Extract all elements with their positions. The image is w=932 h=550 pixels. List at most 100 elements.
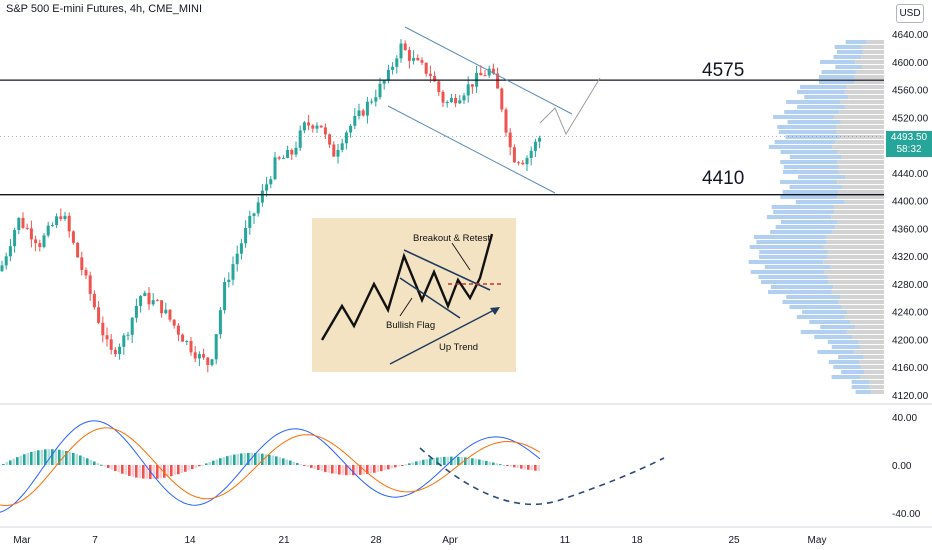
- candle-body: [172, 319, 176, 326]
- candle-body: [256, 202, 260, 214]
- macd-histogram-bar: [187, 465, 191, 471]
- macd-histogram-bar: [268, 454, 271, 465]
- macd-histogram-bar: [460, 457, 464, 465]
- macd-histogram-bar: [390, 465, 394, 469]
- volume-profile-bar: [831, 345, 861, 349]
- candle-body: [521, 162, 525, 165]
- price-tick-label: 4640.00: [892, 30, 929, 41]
- candle-body: [88, 275, 92, 294]
- macd-histogram-bar: [443, 456, 446, 465]
- volume-profile-bar: [756, 240, 827, 244]
- projection-path: [539, 77, 601, 136]
- macd-histogram-bar: [166, 465, 170, 478]
- candle-body: [34, 239, 38, 244]
- candle-body: [260, 190, 264, 203]
- volume-profile-bar: [778, 130, 837, 134]
- candle-body: [407, 50, 411, 61]
- flag-upper: [403, 249, 491, 291]
- volume-profile-bar: [838, 355, 864, 359]
- price-tick-label: 4560.00: [892, 86, 929, 97]
- volume-profile-bar: [782, 300, 839, 304]
- volume-profile-bar: [818, 80, 855, 84]
- macd-line: [0, 420, 541, 513]
- volume-profile-bar-value: [840, 295, 884, 299]
- macd-histogram-bar: [334, 465, 338, 475]
- macd-histogram-bar: [257, 453, 261, 465]
- macd-histogram-bar: [380, 465, 383, 472]
- volume-profile-bar-value: [838, 165, 884, 169]
- candle-body: [63, 215, 67, 219]
- macd-histogram-bar: [33, 450, 37, 465]
- macd-histogram-bar: [226, 456, 229, 465]
- volume-profile-bar-value: [832, 145, 884, 149]
- volume-profile-bar-value: [844, 105, 884, 109]
- volume-profile-bar: [787, 120, 841, 124]
- volume-profile-bar-value: [836, 130, 884, 134]
- volume-profile-bar: [786, 100, 840, 104]
- candle-body: [197, 354, 201, 359]
- volume-profile-bar: [831, 375, 861, 379]
- level-label-lower: 4410: [702, 168, 745, 189]
- macd-histogram-bar: [415, 461, 418, 465]
- macd-histogram-bar: [271, 455, 275, 465]
- volume-profile-bar-value: [858, 340, 884, 344]
- candle-body: [332, 144, 336, 157]
- macd-histogram-bar: [243, 453, 247, 465]
- volume-profile-bar: [758, 275, 828, 279]
- macd-histogram-bar: [418, 460, 422, 465]
- volume-profile-bar: [780, 150, 838, 154]
- macd-histogram-bar: [383, 465, 387, 471]
- macd-histogram-bar: [352, 465, 355, 476]
- volume-profile-bar: [802, 310, 848, 314]
- volume-profile-bar: [780, 160, 838, 164]
- candle-body: [353, 116, 357, 126]
- candle-body: [4, 256, 8, 266]
- macd-histogram-bar: [401, 465, 404, 466]
- volume-profile-bar-value: [846, 85, 884, 89]
- candle-body: [97, 307, 101, 323]
- volume-profile-bar: [783, 165, 839, 169]
- macd-tick-label: 40.00: [892, 413, 917, 424]
- volume-profile-bar-value: [855, 70, 884, 74]
- macd-histogram-bar: [75, 454, 79, 465]
- candle-body: [441, 91, 445, 103]
- volume-profile-bar-value: [866, 40, 884, 44]
- candle-body: [462, 95, 466, 101]
- candle-body: [529, 150, 533, 158]
- level-label-upper: 4575: [702, 60, 745, 81]
- macd-histogram-bar: [341, 465, 345, 475]
- macd-histogram-bar: [317, 465, 320, 471]
- macd-histogram-bar: [282, 458, 285, 465]
- candle-body: [470, 84, 474, 87]
- volume-profile-bar: [768, 290, 832, 294]
- macd-pane: 40.00 0.00 -40.00: [0, 403, 932, 520]
- volume-profile-bar-value: [841, 185, 884, 189]
- macd-histogram-bar: [492, 462, 495, 465]
- macd-histogram-bar: [387, 465, 390, 470]
- volume-profile-bar-value: [860, 375, 884, 379]
- macd-histogram-bar: [327, 465, 331, 473]
- macd-histogram-bar: [131, 465, 135, 477]
- volume-profile-bar-value: [837, 150, 884, 154]
- volume-profile-bar-value: [854, 350, 884, 354]
- chart-title: S&P 500 E-mini Futures, 4h, CME_MINI: [6, 3, 203, 15]
- macd-histogram-bar: [177, 465, 180, 475]
- time-tick-label: 28: [370, 535, 382, 546]
- volume-profile-bar: [833, 365, 862, 369]
- volume-profile-bar: [800, 85, 847, 89]
- candle-body: [378, 83, 382, 98]
- macd-histogram-bar: [264, 454, 268, 465]
- candle-body: [71, 231, 75, 243]
- macd-histogram-bar: [474, 458, 478, 465]
- candle-body: [323, 127, 327, 135]
- candle-body: [38, 243, 42, 247]
- candle-body: [176, 325, 180, 335]
- volume-profile-bar: [821, 70, 856, 74]
- candle-body: [365, 101, 369, 116]
- macd-histogram-bar: [411, 462, 415, 465]
- macd-histogram-bar: [285, 459, 289, 465]
- volume-profile-bar-value: [839, 135, 884, 139]
- channel-lower: [387, 105, 556, 194]
- macd-histogram-bar: [523, 465, 527, 470]
- currency-button[interactable]: USD: [896, 4, 924, 23]
